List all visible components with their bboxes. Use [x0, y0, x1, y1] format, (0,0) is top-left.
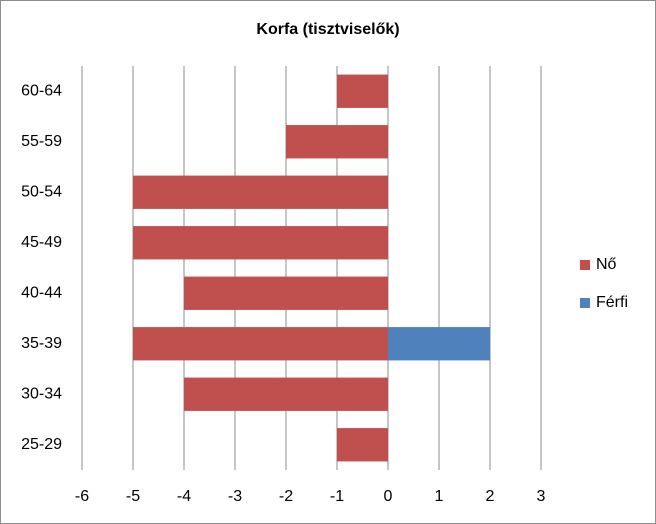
y-tick-label: 30-34 — [21, 385, 62, 402]
y-tick-label: 60-64 — [21, 82, 62, 99]
bar — [337, 428, 388, 462]
legend-swatch — [580, 260, 590, 270]
x-tick-label: -6 — [75, 488, 89, 505]
x-tick-label: 0 — [384, 488, 393, 505]
x-tick-label: -4 — [177, 488, 191, 505]
bar — [133, 175, 388, 209]
y-tick-label: 40-44 — [21, 284, 62, 301]
x-tick-label: 2 — [486, 488, 495, 505]
bar — [388, 327, 490, 361]
x-tick-label: -2 — [279, 488, 293, 505]
x-tick-label: -3 — [228, 488, 242, 505]
bar — [133, 327, 388, 361]
bar — [184, 377, 388, 411]
chart-title: Korfa (tisztviselők) — [256, 21, 399, 38]
bar — [184, 276, 388, 310]
y-tick-label: 55-59 — [21, 133, 62, 150]
y-tick-label: 35-39 — [21, 335, 62, 352]
bar — [337, 74, 388, 108]
x-tick-label: 1 — [435, 488, 444, 505]
legend-swatch — [580, 298, 590, 308]
y-tick-label: 45-49 — [21, 234, 62, 251]
x-tick-label: -5 — [126, 488, 140, 505]
y-tick-label: 25-29 — [21, 436, 62, 453]
bar — [286, 125, 388, 159]
bar — [133, 226, 388, 260]
legend-label: Nő — [596, 256, 617, 273]
x-tick-label: -1 — [330, 488, 344, 505]
y-tick-label: 50-54 — [21, 183, 62, 200]
x-tick-label: 3 — [537, 488, 546, 505]
legend-label: Férfi — [596, 294, 628, 311]
